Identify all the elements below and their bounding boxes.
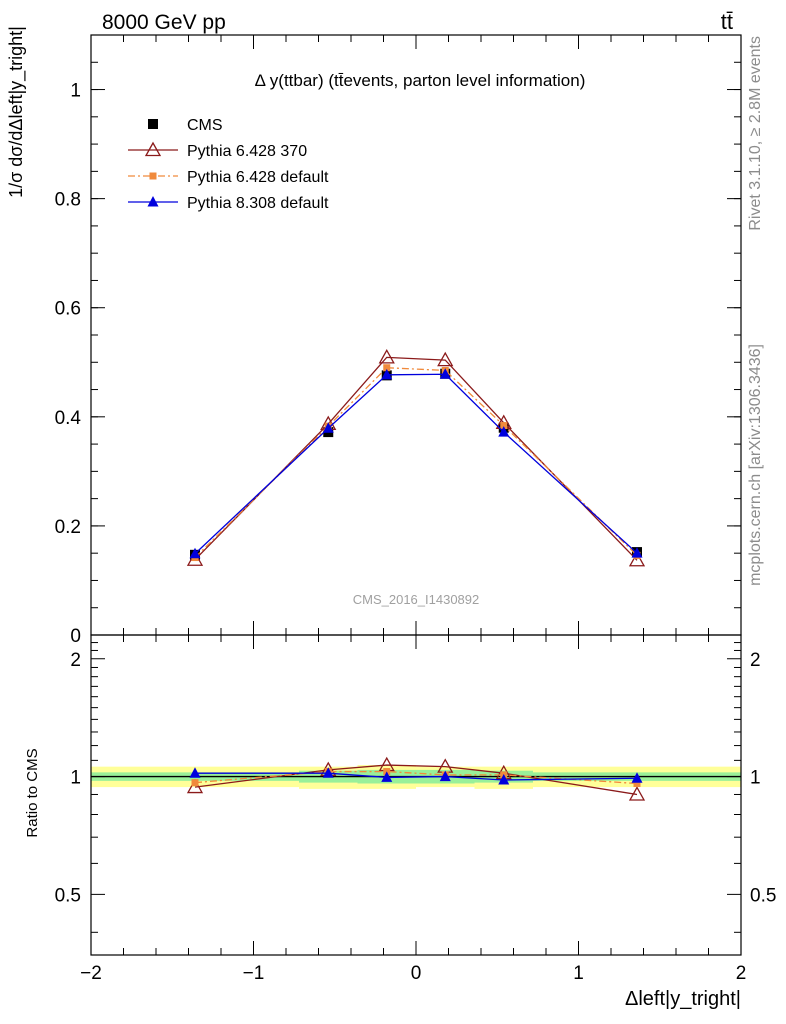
process-label: tt̄ (721, 9, 733, 34)
ratio-y-tick-label: 1 (70, 768, 81, 789)
main-pythia-8-308-default-line (194, 373, 638, 555)
x-tick-label: 0 (411, 963, 422, 984)
ratio-y-tick-label-right: 2 (750, 650, 761, 671)
mcplots-label: mcplots.cern.ch [arXiv:1306.3436] (747, 344, 764, 586)
main-y-tick-label: 0.8 (55, 190, 81, 211)
ratio-y-tick-label-right: 1 (750, 768, 761, 789)
ratio-pythia-8-308-default-point (189, 767, 201, 778)
legend-marker (148, 119, 158, 129)
ratio-y-tick-label: 0.5 (55, 885, 81, 906)
main-pythia-8-308-default-point (322, 422, 334, 433)
ratio-y-tick-label-right: 0.5 (750, 885, 776, 906)
ratio-plot-marks (91, 756, 741, 801)
ratio-pythia-8-308-default-point (381, 771, 393, 782)
main-y-axis: 0 0.2 0.4 0.6 0.8 1 (55, 61, 741, 647)
ratio-y-axis-label: Ratio to CMS (24, 748, 41, 837)
plot-title: Δ y(ttbar) (tt̄events, parton level info… (255, 71, 586, 90)
ratio-y-axis: 0.5 0.5 1 1 2 2 (55, 642, 776, 933)
main-pythia-6-428-370-point (628, 551, 646, 567)
main-plot-marks (186, 349, 646, 567)
rivet-label: Rivet 3.1.10, ≥ 2.8M events (747, 36, 764, 231)
ratio-pythia-8-308-default-point (631, 772, 643, 783)
main-pythia-8-308-default-point (381, 368, 393, 380)
main-pythia-6-428-default-line (194, 367, 638, 559)
main-y-tick-label: 0.6 (55, 299, 81, 320)
legend-label: Pythia 8.308 default (187, 195, 329, 212)
ratio-plot-frame (90, 634, 742, 956)
main-pythia-8-308-default-point (189, 547, 201, 559)
ratio-pythia-6-428-370-point (186, 778, 204, 794)
legend-label: CMS (187, 117, 223, 134)
x-tick-label: −1 (243, 963, 265, 984)
legend-marker (147, 196, 159, 207)
analysis-label: CMS_2016_I1430892 (353, 592, 480, 607)
x-tick-label: −2 (80, 963, 102, 984)
main-pythia-8-308-default-point (498, 426, 510, 437)
ratio-pythia-6-428-default-point (633, 780, 641, 788)
ratio-y-tick-label: 2 (70, 650, 81, 671)
main-pythia-6-428-370-point (437, 351, 454, 367)
main-pythia-6-428-default-point (383, 364, 391, 372)
main-y-tick-label: 0.2 (55, 517, 81, 538)
legend-marker (144, 141, 162, 157)
legend-label: Pythia 6.428 default (187, 169, 329, 186)
main-y-tick-label: 0.4 (55, 408, 82, 429)
energy-label: 8000 GeV pp (102, 11, 226, 34)
main-pythia-6-428-default-point (500, 422, 508, 430)
ratio-pythia-8-308-default-line (195, 772, 638, 781)
ratio-pythia-6-428-default-point (191, 779, 199, 787)
legend: CMS Pythia 6.428 370 Pythia 6.428 default P… (128, 117, 329, 212)
main-y-axis-label: 1/σ dσ/dΔleft|y_tright| (6, 26, 27, 198)
ratio-pythia-8-308-default-point (322, 767, 334, 778)
ratio-pythia-8-308-default-point (439, 770, 451, 782)
ratio-pythia-8-308-default-point (498, 773, 510, 785)
ratio-plot-panel: 0.5 0.5 1 1 2 2 −2 −1 0 1 2 Ratio to CMS Δleft|y_… (24, 35, 776, 1010)
ratio-pythia-6-428-370-point (628, 786, 646, 801)
legend-marker (149, 172, 157, 180)
x-axis-label: Δleft|y_tright| (625, 988, 741, 1010)
main-pythia-8-308-default-point (439, 368, 451, 379)
main-pythia-6-428-370-line (194, 356, 638, 561)
main-y-tick-label: 0 (70, 626, 81, 647)
main-plot-panel: 0 0.2 0.4 0.6 0.8 1 Δ y(ttbar) (tt̄events, pa… (6, 26, 742, 647)
main-y-tick-label: 1 (70, 81, 81, 102)
main-pythia-6-428-370-point (378, 349, 395, 364)
main-pythia-8-308-default-point (631, 547, 643, 558)
x-tick-label: 2 (736, 963, 747, 984)
legend-label: Pythia 6.428 370 (187, 143, 307, 160)
x-axis: −2 −1 0 1 2 (80, 35, 746, 984)
x-tick-label: 1 (573, 963, 584, 984)
